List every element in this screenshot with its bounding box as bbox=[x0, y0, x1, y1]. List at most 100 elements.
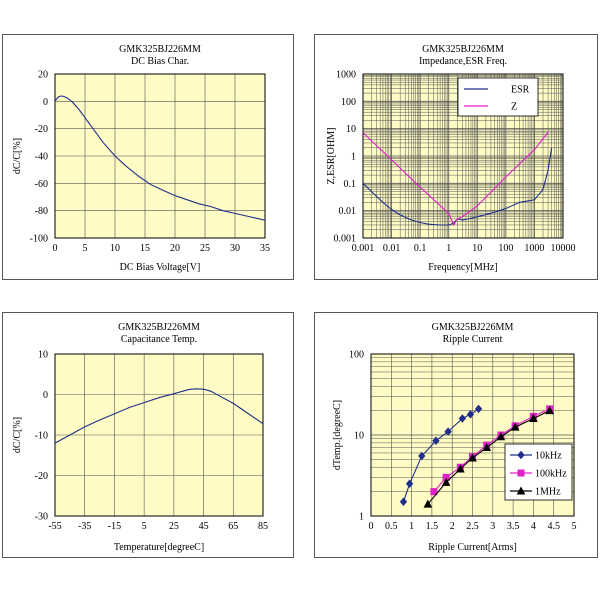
x-tick-label: 1000 bbox=[524, 243, 544, 254]
x-tick-label: 10000 bbox=[551, 243, 576, 254]
y-tick-label: 10 bbox=[354, 431, 364, 442]
x-tick-label: 1 bbox=[409, 521, 414, 532]
legend-entry: 1MHz bbox=[535, 487, 561, 498]
data-point bbox=[482, 442, 492, 452]
legend-entry: 100kHz bbox=[535, 469, 567, 480]
x-tick-label: 5 bbox=[83, 243, 88, 254]
x-tick-label: 0 bbox=[369, 521, 374, 532]
x-tick-label: 20 bbox=[170, 243, 180, 254]
y-axis-label: dTemp.[degreeC] bbox=[332, 400, 343, 470]
x-tick-label: 4 bbox=[531, 521, 536, 532]
y-axis-label: Z,ESR[OHM] bbox=[326, 128, 337, 185]
y-tick-label: -10 bbox=[35, 431, 48, 442]
x-tick-label: -35 bbox=[78, 521, 91, 532]
y-tick-label: 0.01 bbox=[339, 206, 357, 217]
x-tick-label: 0 bbox=[53, 243, 58, 254]
plot-frame bbox=[54, 353, 264, 517]
x-tick-label: 25 bbox=[169, 521, 179, 532]
y-tick-label: 10 bbox=[346, 124, 356, 135]
data-point bbox=[545, 406, 554, 415]
y-tick-label: 1 bbox=[359, 512, 364, 523]
data-point bbox=[418, 451, 426, 461]
data-point bbox=[405, 479, 414, 489]
x-tick-label: 1.5 bbox=[426, 521, 439, 532]
x-tick-label: 2.5 bbox=[466, 521, 479, 532]
y-axis-label: dC/C[%] bbox=[12, 138, 23, 174]
y-tick-label: 0 bbox=[43, 390, 48, 401]
x-tick-label: -15 bbox=[108, 521, 121, 532]
y-tick-label: -40 bbox=[35, 152, 48, 163]
x-tick-label: 15 bbox=[140, 243, 150, 254]
x-tick-label: -55 bbox=[48, 521, 61, 532]
x-tick-label: 25 bbox=[200, 243, 210, 254]
y-tick-label: 100 bbox=[341, 97, 356, 108]
x-axis-label: Frequency[MHz] bbox=[428, 262, 497, 273]
chart-title: GMK325BJ226MM bbox=[432, 322, 514, 333]
y-tick-label: 1000 bbox=[336, 70, 356, 81]
data-point bbox=[458, 414, 467, 423]
x-tick-label: 5 bbox=[572, 521, 577, 532]
chart-title: GMK325BJ226MM bbox=[119, 44, 201, 55]
chart-title: GMK325BJ226MM bbox=[118, 322, 200, 333]
data-point bbox=[455, 464, 465, 473]
x-tick-label: 4.5 bbox=[547, 521, 560, 532]
data-point bbox=[423, 499, 433, 508]
y-tick-label: 1 bbox=[351, 152, 356, 163]
legend-box bbox=[457, 77, 539, 117]
data-point bbox=[474, 404, 483, 414]
y-tick-label: -60 bbox=[35, 179, 48, 190]
x-tick-label: 100 bbox=[498, 243, 513, 254]
y-tick-label: 0.1 bbox=[344, 179, 357, 190]
x-tick-label: 35 bbox=[260, 243, 270, 254]
x-axis-label: Ripple Current[Arms] bbox=[428, 542, 517, 553]
chart-title: GMK325BJ226MM bbox=[422, 44, 504, 55]
legend-marker bbox=[516, 486, 526, 495]
legend-marker bbox=[517, 450, 525, 460]
legend-entry: Z bbox=[511, 102, 517, 113]
series-line-0 bbox=[54, 388, 264, 444]
x-tick-label: 65 bbox=[228, 521, 238, 532]
y-tick-label: 0 bbox=[43, 97, 48, 108]
x-tick-label: 0.001 bbox=[352, 243, 375, 254]
plot-frame bbox=[362, 73, 564, 239]
plot-frame bbox=[370, 353, 575, 517]
data-point bbox=[496, 432, 506, 441]
plot-frame bbox=[54, 73, 266, 239]
y-tick-label: 0.001 bbox=[334, 234, 357, 245]
x-tick-label: 0.1 bbox=[414, 243, 427, 254]
data-point bbox=[432, 436, 440, 445]
x-tick-label: 10 bbox=[110, 243, 120, 254]
y-axis-label: dC/C[%] bbox=[12, 417, 23, 453]
y-tick-label: 20 bbox=[38, 70, 48, 81]
x-tick-label: 5 bbox=[142, 521, 147, 532]
data-point bbox=[468, 453, 477, 462]
y-tick-label: -20 bbox=[35, 124, 48, 135]
y-tick-label: -80 bbox=[35, 206, 48, 217]
y-tick-label: -20 bbox=[35, 471, 48, 482]
chart-subtitle: DC Bias Char. bbox=[131, 56, 189, 67]
chart-subtitle: Ripple Current bbox=[443, 334, 503, 345]
x-tick-label: 10 bbox=[472, 243, 482, 254]
y-tick-label: -100 bbox=[30, 234, 48, 245]
series-line-0 bbox=[54, 95, 266, 221]
x-tick-label: 85 bbox=[258, 521, 268, 532]
x-tick-label: 3.5 bbox=[507, 521, 520, 532]
legend-marker bbox=[517, 469, 525, 477]
x-tick-label: 2 bbox=[450, 521, 455, 532]
chart-subtitle: Impedance,ESR Freq. bbox=[419, 56, 507, 67]
data-point bbox=[529, 413, 538, 422]
data-point bbox=[444, 427, 452, 436]
data-point bbox=[430, 488, 438, 496]
legend-entry: 10kHz bbox=[535, 451, 562, 462]
x-axis-label: DC Bias Voltage[V] bbox=[120, 262, 201, 273]
x-tick-label: 0.5 bbox=[385, 521, 398, 532]
chart-subtitle: Capacitance Temp. bbox=[121, 334, 197, 345]
x-tick-label: 45 bbox=[199, 521, 209, 532]
y-tick-label: -30 bbox=[35, 512, 48, 523]
y-tick-label: 100 bbox=[349, 350, 364, 361]
legend-entry: ESR bbox=[511, 85, 530, 96]
x-tick-label: 1 bbox=[446, 243, 451, 254]
x-axis-label: Temperature[degreeC] bbox=[114, 542, 204, 553]
data-point bbox=[399, 497, 408, 507]
